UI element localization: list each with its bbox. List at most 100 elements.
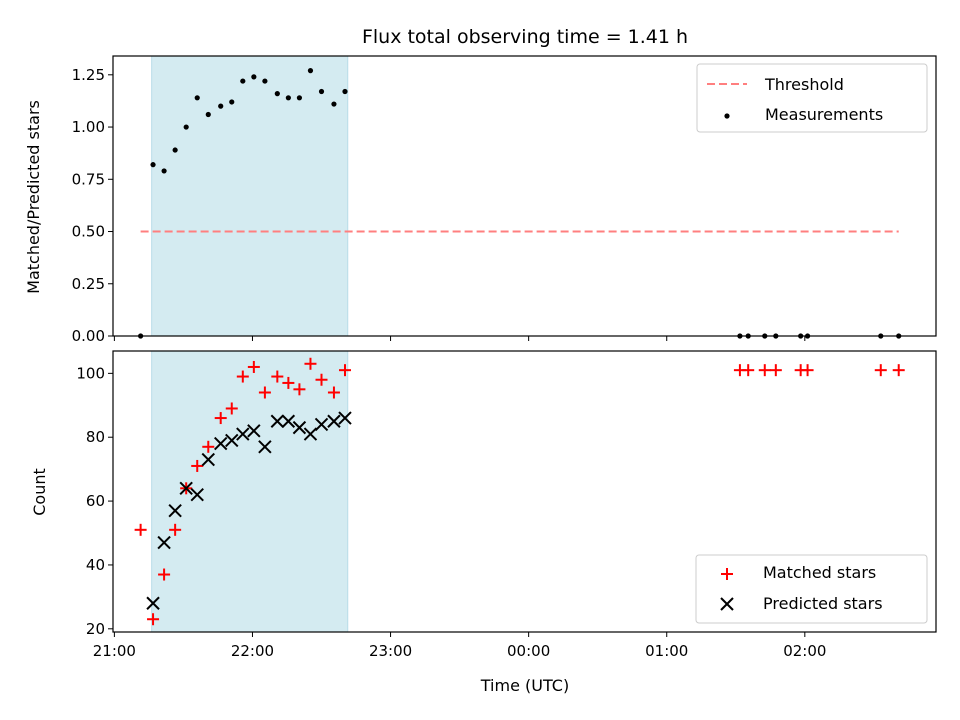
predicted-star-point — [168, 503, 182, 518]
bottom-legend: Matched stars Predicted stars — [695, 554, 928, 624]
matched-star-point — [315, 373, 328, 386]
top-x-ticks — [113, 336, 806, 341]
measurement-point — [318, 88, 325, 95]
bottom-plot-frame — [112, 350, 937, 633]
bottom-y-tick-label: 100 — [76, 364, 105, 382]
x-tick-label: 23:00 — [369, 642, 412, 660]
predicted-stars-legend-swatch — [720, 597, 734, 611]
measurements-legend-swatch — [724, 113, 730, 119]
predicted-star-point — [258, 440, 272, 454]
predicted-star-point — [303, 427, 318, 441]
measurement-point — [183, 124, 189, 130]
x-tick-label: 21:00 — [93, 642, 136, 660]
measurements-legend-label: Measurements — [765, 105, 883, 124]
measurement-point — [161, 168, 167, 174]
matched-star-point — [892, 364, 905, 377]
bottom-y-tick-label: 20 — [86, 620, 105, 638]
measurement-point — [240, 78, 246, 84]
top-legend: Threshold Measurements — [696, 63, 928, 133]
threshold-legend-label: Threshold — [764, 75, 844, 94]
measurement-point — [274, 91, 280, 97]
measurement-point — [229, 99, 235, 105]
matched-star-point — [258, 386, 271, 399]
matched-stars-points — [134, 357, 905, 626]
matched-stars-legend-swatch — [721, 568, 733, 580]
matched-star-point — [169, 523, 182, 536]
predicted-stars-legend-label: Predicted stars — [763, 594, 883, 613]
predicted-star-point — [157, 535, 171, 550]
predicted-star-point — [338, 411, 352, 425]
matched-star-point — [247, 360, 260, 373]
top-y-tick-label: 0.50 — [72, 223, 105, 241]
top-y-tick-label: 1.25 — [72, 66, 105, 84]
measurement-point — [296, 95, 303, 101]
matched-star-point — [874, 364, 887, 377]
predicted-star-point — [292, 420, 307, 435]
bottom-shaded-interval — [151, 350, 349, 633]
bottom-y-tick-label: 80 — [86, 428, 105, 446]
matched-star-point — [158, 568, 171, 581]
bottom-y-ticks: 20 40 60 80 100 — [76, 364, 113, 638]
predicted-stars-points — [146, 411, 352, 610]
matched-stars-legend-label: Matched stars — [763, 563, 876, 582]
predicted-star-point — [314, 417, 329, 432]
bottom-y-tick-label: 40 — [86, 556, 105, 574]
measurement-point — [262, 78, 268, 84]
top-shaded-interval — [151, 55, 349, 337]
measurement-point — [205, 111, 211, 118]
matched-star-point — [236, 370, 249, 383]
matched-star-point — [202, 440, 215, 453]
matched-star-point — [742, 364, 755, 377]
matched-star-point — [758, 364, 771, 377]
matched-star-point — [293, 383, 306, 396]
bottom-x-ticks: 21:00 22:00 23:00 00:00 01:00 02:00 — [93, 632, 826, 660]
bottom-y-tick-label: 60 — [86, 492, 105, 510]
predicted-star-point — [327, 414, 341, 428]
top-plot-frame — [112, 55, 937, 337]
measurement-point — [342, 88, 348, 95]
predicted-star-point — [201, 452, 215, 467]
measurement-point — [285, 95, 291, 101]
top-y-tick-label: 0.75 — [72, 170, 105, 188]
matched-star-point — [769, 364, 782, 377]
predicted-star-point — [270, 414, 285, 428]
top-legend-box — [696, 63, 928, 133]
matched-star-point — [271, 370, 284, 383]
x-tick-label: 00:00 — [507, 642, 550, 660]
top-panel: 0.00 0.25 0.50 0.75 1.00 1.25 Matched/Predict… — [24, 55, 937, 345]
measurement-point — [218, 103, 224, 109]
matched-star-point — [191, 459, 204, 472]
predicted-star-point — [179, 481, 193, 496]
bottom-panel: 20 40 60 80 100 21:00 22:00 23:00 00:00 01:00 02:… — [30, 350, 937, 695]
bottom-legend-box — [695, 554, 928, 624]
x-tick-label: 02:00 — [783, 642, 826, 660]
matched-star-point — [282, 376, 295, 389]
bottom-y-axis-label: Count — [30, 468, 49, 516]
matched-star-point — [147, 613, 160, 626]
predicted-star-point — [146, 596, 160, 610]
measurement-point — [331, 101, 337, 107]
matched-star-point — [801, 364, 814, 377]
top-y-tick-label: 0.25 — [72, 275, 105, 293]
matched-star-point — [304, 357, 317, 370]
top-y-tick-label: 1.00 — [72, 118, 105, 136]
measurement-point — [251, 74, 257, 80]
top-y-tick-label: 0.00 — [72, 327, 105, 345]
top-y-axis-label: Matched/Predicted stars — [24, 100, 43, 294]
matched-star-point — [327, 386, 340, 399]
measurement-point — [172, 147, 178, 153]
matched-star-point — [338, 364, 351, 377]
predicted-star-point — [214, 436, 228, 451]
measurement-point — [150, 162, 156, 168]
predicted-star-point — [247, 424, 261, 438]
x-tick-label: 22:00 — [231, 642, 274, 660]
matched-star-point — [225, 402, 238, 415]
predicted-star-point — [190, 487, 204, 502]
chart-title: Flux total observing time = 1.41 h — [362, 26, 688, 48]
matched-star-point — [134, 523, 147, 536]
measurement-point — [307, 68, 314, 74]
x-tick-label: 01:00 — [645, 642, 688, 660]
matched-star-point — [214, 412, 227, 425]
top-y-ticks: 0.00 0.25 0.50 0.75 1.00 1.25 — [72, 66, 113, 345]
